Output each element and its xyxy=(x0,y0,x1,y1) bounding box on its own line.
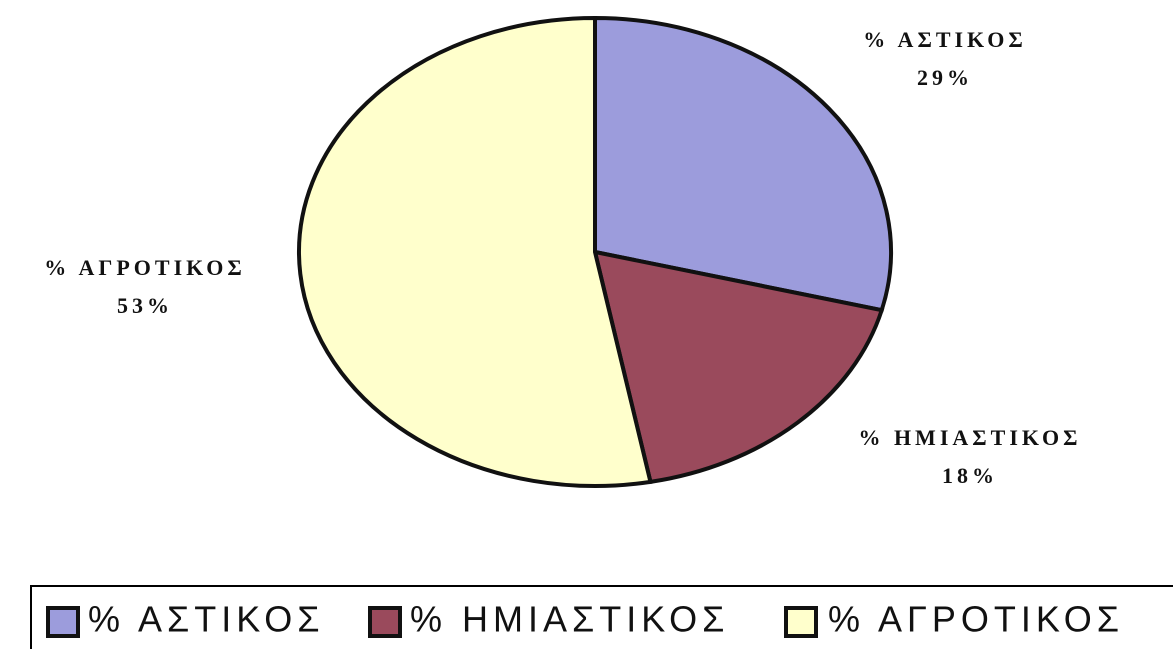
pie-slice xyxy=(592,249,885,485)
legend-swatch xyxy=(368,606,402,638)
legend-swatch xyxy=(46,606,80,638)
legend-label: % ΗΜΙΑΣΤΙΚΟΣ xyxy=(410,599,729,640)
slice-label-value: 29% xyxy=(917,65,973,90)
slice-label-name: % ΑΣΤΙΚΟΣ xyxy=(863,27,1026,52)
legend-swatch xyxy=(784,606,818,638)
legend-label: % ΑΣΤΙΚΟΣ xyxy=(88,599,324,640)
slice-label-name: % ΗΜΙΑΣΤΙΚΟΣ xyxy=(858,425,1081,450)
legend-box xyxy=(30,585,1173,649)
slice-label-value: 53% xyxy=(117,293,173,318)
legend-label: % ΑΓΡΟΤΙΚΟΣ xyxy=(828,599,1124,640)
slice-label-name: % ΑΓΡΟΤΙΚΟΣ xyxy=(44,255,246,280)
slice-label-value: 18% xyxy=(942,463,998,488)
pie-slice xyxy=(593,15,893,313)
pie-slice xyxy=(297,15,653,488)
